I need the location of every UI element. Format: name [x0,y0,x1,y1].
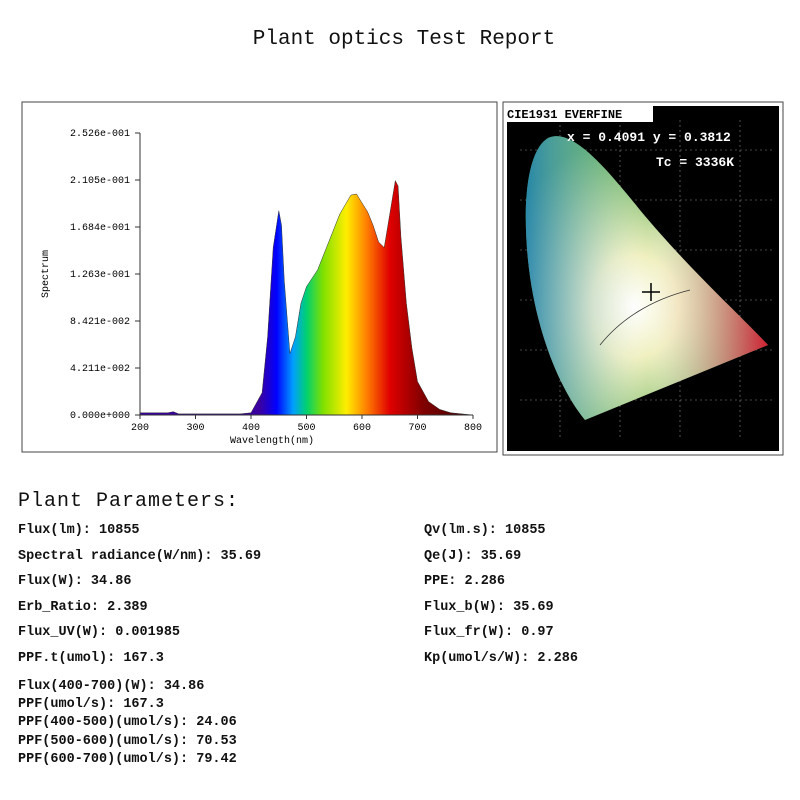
y-tick-label: 1.684e-001 [70,223,130,234]
x-tick-label: 600 [353,423,371,434]
x-tick-label: 800 [464,423,482,434]
parameter: PPF.t(umol): 167.3 [18,650,164,666]
chromaticity-marker [642,283,660,301]
cie-title: CIE1931 EVERFINE [507,108,622,122]
y-axis-label: Spectrum [41,250,52,298]
parameter: Flux_fr(W): 0.97 [424,625,554,640]
parameter: Flux(400-700)(W): 34.86 [18,679,205,694]
x-tick-label: 500 [297,423,315,434]
y-tick-label: 2.526e-001 [70,129,130,140]
y-tick-label: 1.263e-001 [70,270,130,281]
x-tick-label: 400 [242,423,260,434]
parameter: PPE: 2.286 [424,574,506,589]
parameter: PPF(500-600)(umol/s): 70.53 [18,733,237,749]
cie-coords: x = 0.4091 y = 0.3812 [567,130,731,145]
planckian-locus [599,289,691,346]
parameter: Spectral radiance(W/nm): 35.69 [18,548,262,564]
parameter: Flux(W): 34.86 [18,574,132,589]
parameters-heading: Plant Parameters: [18,490,240,513]
y-tick-label: 8.421e-002 [70,317,130,328]
x-tick-label: 700 [408,423,426,434]
parameter: Flux_UV(W): 0.001985 [18,625,181,640]
parameter: PPF(600-700)(umol/s): 79.42 [18,751,237,767]
parameter: Erb_Ratio: 2.389 [18,599,148,615]
parameter: PPF(umol/s): 167.3 [18,697,164,713]
parameter: Kp(umol/s/W): 2.286 [424,650,578,666]
cie-cct: Tc = 3336K [656,155,734,170]
parameter: Flux(lm): 10855 [18,523,140,538]
parameter: Flux_b(W): 35.69 [424,599,554,615]
cie-title-bg [505,106,653,122]
parameter: Qv(lm.s): 10855 [424,523,546,538]
y-tick-label: 2.105e-001 [70,176,130,187]
cie-gamut-shade [525,136,768,420]
parameter: PPF(400-500)(umol/s): 24.06 [18,715,237,731]
x-tick-label: 200 [131,423,149,434]
spectrum-chart: Wavelength(nm) Spectrum CIE1931 EVERFINE… [21,101,784,456]
parameter: Qe(J): 35.69 [424,548,522,564]
report-title: Plant optics Test Report [252,28,556,51]
spectrum-area [139,179,474,416]
x-axis-label: Wavelength(nm) [230,435,314,447]
x-tick-label: 300 [186,423,204,434]
y-tick-label: 4.211e-002 [70,364,130,375]
y-tick-label: 0.000e+000 [70,411,130,422]
